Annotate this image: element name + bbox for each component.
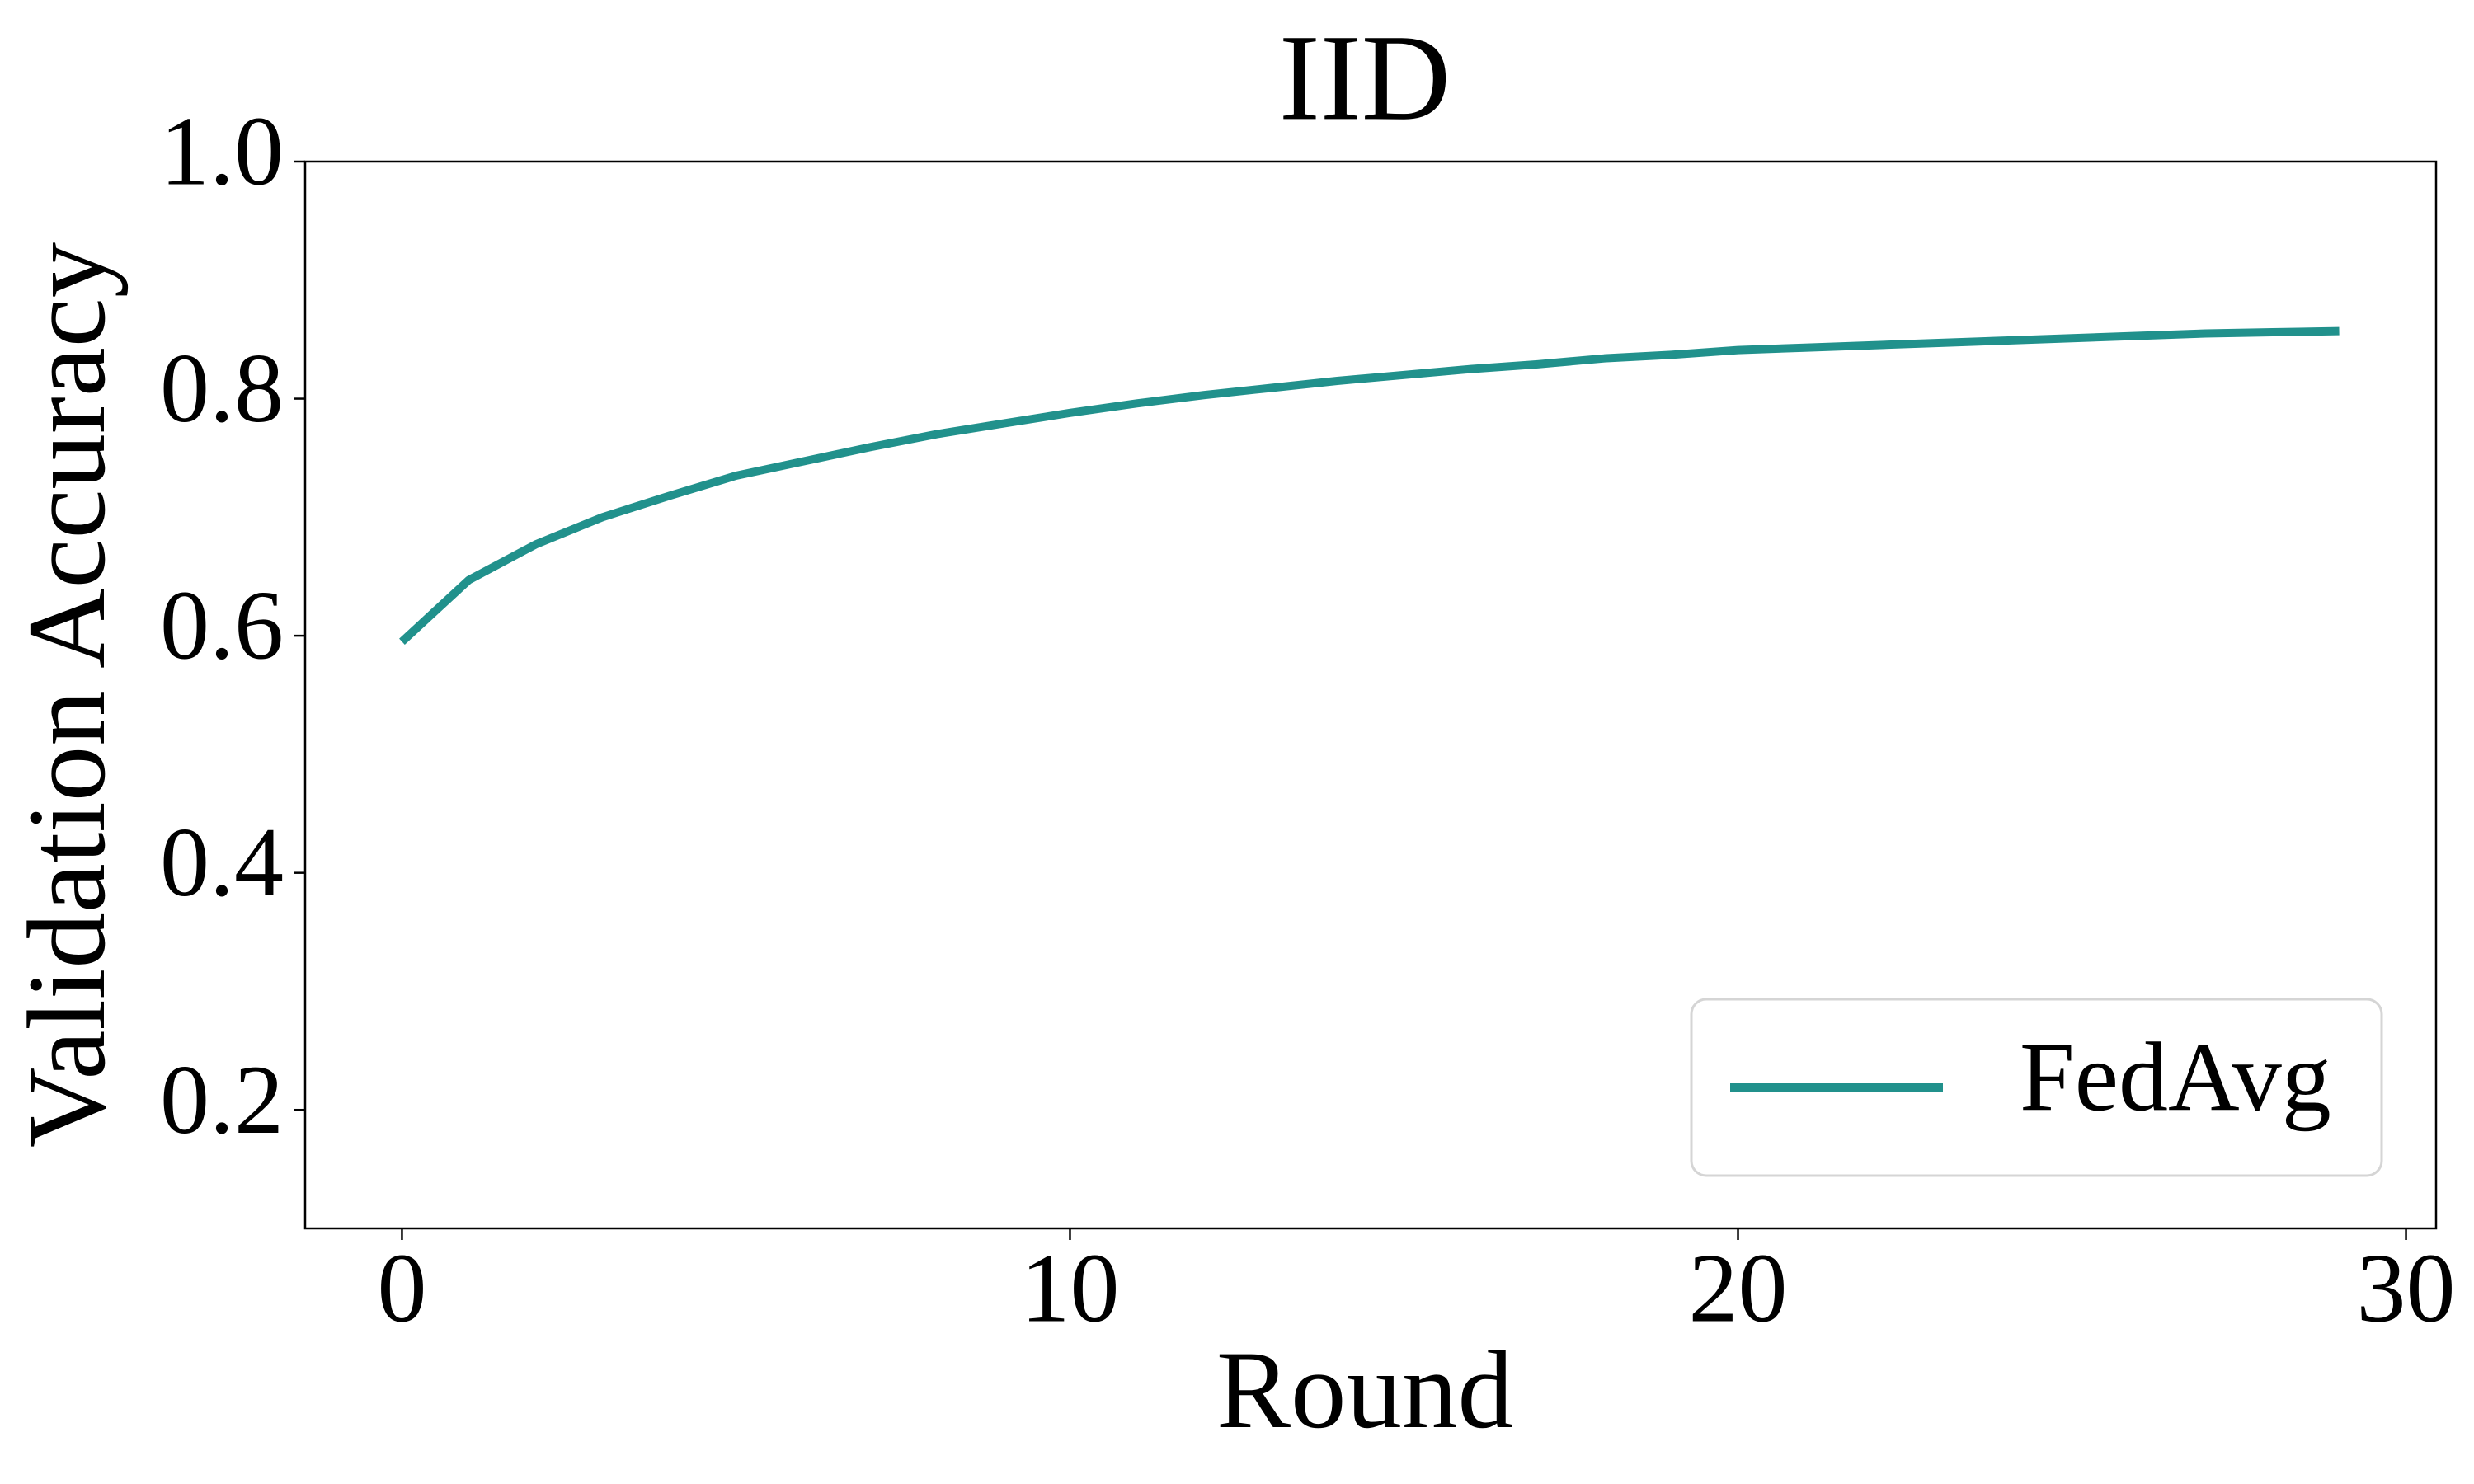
x-tick-label: 0 [377, 1233, 426, 1343]
x-axis-label: Round [1216, 1329, 1513, 1452]
legend-label: FedAvg [2020, 1022, 2331, 1132]
y-tick-label: 0.6 [160, 571, 284, 680]
data-line [399, 326, 2340, 645]
y-tick-label: 0.8 [160, 333, 284, 443]
x-tick-label: 30 [2357, 1233, 2456, 1343]
y-tick-label: 0.2 [160, 1045, 284, 1154]
y-tick-label: 0.4 [160, 807, 284, 917]
plot-frame [303, 160, 2438, 1230]
chart-title: IID [1279, 9, 1451, 146]
x-tick-label: 20 [1689, 1233, 1788, 1343]
x-tick-label: 10 [1020, 1233, 1119, 1343]
y-axis-label: Validation Accuracy [6, 242, 129, 1148]
legend-box [1690, 998, 2383, 1177]
y-tick-label: 1.0 [160, 96, 284, 206]
